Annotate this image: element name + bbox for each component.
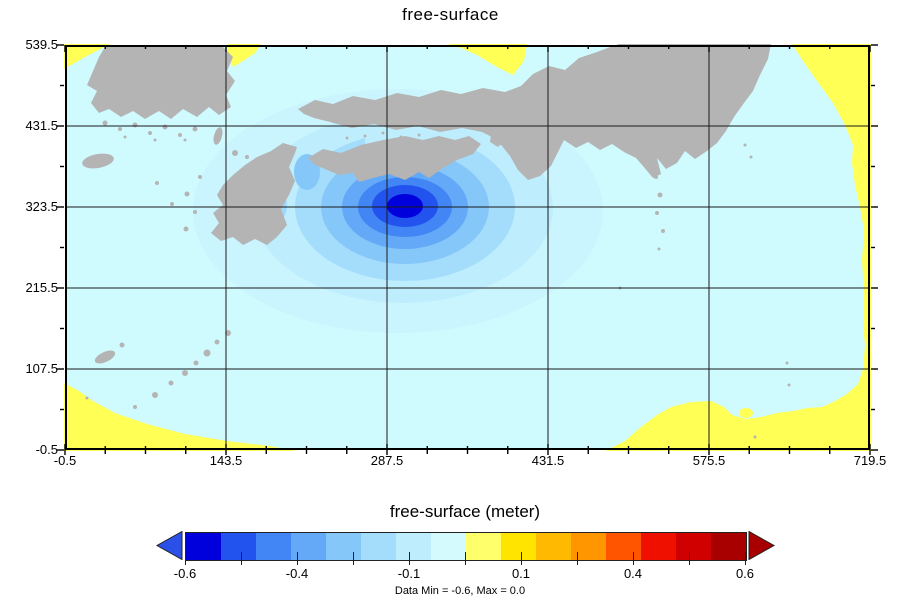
colorbar-tick	[521, 552, 522, 565]
colorbar-tick	[353, 552, 354, 565]
colorbar-tick	[745, 552, 746, 565]
colorbar-cell	[466, 533, 501, 560]
island-tsushima	[213, 127, 223, 145]
land-shikoku	[308, 136, 481, 182]
y-axis-tick-label: 215.5	[25, 280, 58, 295]
korea-south-islands	[102, 120, 198, 142]
colorbar-tick-label: -0.1	[397, 566, 421, 581]
land-honshu	[298, 44, 771, 180]
colorbar-cell	[501, 533, 536, 560]
colorbar-tick	[241, 552, 242, 565]
colorbar-tick-label: 0.6	[735, 566, 755, 581]
land-korea	[87, 47, 235, 119]
colorbar-tick-label: 0.1	[511, 566, 531, 581]
colorbar-cell	[326, 533, 361, 560]
x-axis-tick-label: 287.5	[370, 453, 404, 468]
boundary-top-left	[64, 44, 110, 69]
colorbar-cell	[186, 533, 221, 560]
colorbar-tick-label: -0.6	[173, 566, 197, 581]
data-range-note: Data Min = -0.6, Max = 0.0	[394, 585, 526, 597]
colorbar-cell	[571, 533, 606, 560]
colorbar-tick	[297, 552, 298, 565]
colorbar-tick-label: 0.4	[623, 566, 643, 581]
colorbar-cell	[291, 533, 326, 560]
boundary-bottom-left	[64, 383, 297, 451]
colorbar-tick-label: -0.4	[285, 566, 309, 581]
x-axis-tick-label: -0.5	[53, 453, 77, 468]
colorbar-cell	[676, 533, 711, 560]
colorbar-cell	[221, 533, 256, 560]
colorbar-cell	[711, 533, 746, 560]
x-axis-tick-label: 431.5	[531, 453, 565, 468]
goto-islands	[155, 175, 202, 232]
colorbar-cell	[606, 533, 641, 560]
colorbar-tick	[185, 552, 186, 565]
boundary-right	[605, 44, 871, 451]
colorbar-title: free-surface (meter)	[389, 502, 541, 521]
depression-ring	[387, 194, 423, 218]
y-axis-tick-label: 431.5	[25, 118, 58, 133]
tokara-islands	[133, 330, 231, 409]
grid-lines	[65, 45, 870, 450]
y-axis-tick-label: -0.5	[35, 442, 58, 457]
colorbar-tick	[465, 552, 466, 565]
x-axis-tick-label: 719.5	[853, 453, 887, 468]
izu-islands	[636, 131, 753, 251]
land-layer	[82, 44, 791, 439]
plot-border	[65, 45, 870, 450]
iki-islands	[232, 150, 249, 159]
colorbar-tick	[577, 552, 578, 565]
colorbar-tick	[409, 552, 410, 565]
colorbar-cell	[396, 533, 431, 560]
colorbar-left-arrow	[155, 531, 183, 560]
colorbar	[185, 532, 747, 561]
island-jeju	[82, 153, 114, 169]
colorbar-cell	[256, 533, 291, 560]
colorbar-cell	[361, 533, 396, 560]
x-axis-tick-label: 143.5	[209, 453, 243, 468]
plot-title: free-surface	[402, 5, 499, 24]
map-plot	[57, 44, 878, 455]
misc-islets	[85, 286, 791, 439]
y-axis-tick-label: 107.5	[25, 361, 58, 376]
island-amami	[94, 350, 116, 364]
boundary-islet	[739, 408, 753, 418]
colorbar-cell	[431, 533, 466, 560]
boundary-bands	[64, 44, 871, 451]
colorbar-tick	[633, 552, 634, 565]
y-axis-tick-label: 539.5	[25, 37, 58, 52]
boundary-top-korea	[228, 44, 261, 67]
land-kyushu	[211, 143, 297, 245]
colorbar-cell	[536, 533, 571, 560]
x-axis-tick-label: 575.5	[692, 453, 726, 468]
colorbar-right-arrow	[748, 531, 776, 560]
island-awaji	[490, 130, 506, 147]
colorbar-cell	[641, 533, 676, 560]
inland-sea-islands	[345, 131, 421, 140]
colorbar-tick	[689, 552, 690, 565]
y-axis-tick-label: 323.5	[25, 199, 58, 214]
boundary-top-center	[447, 44, 527, 75]
